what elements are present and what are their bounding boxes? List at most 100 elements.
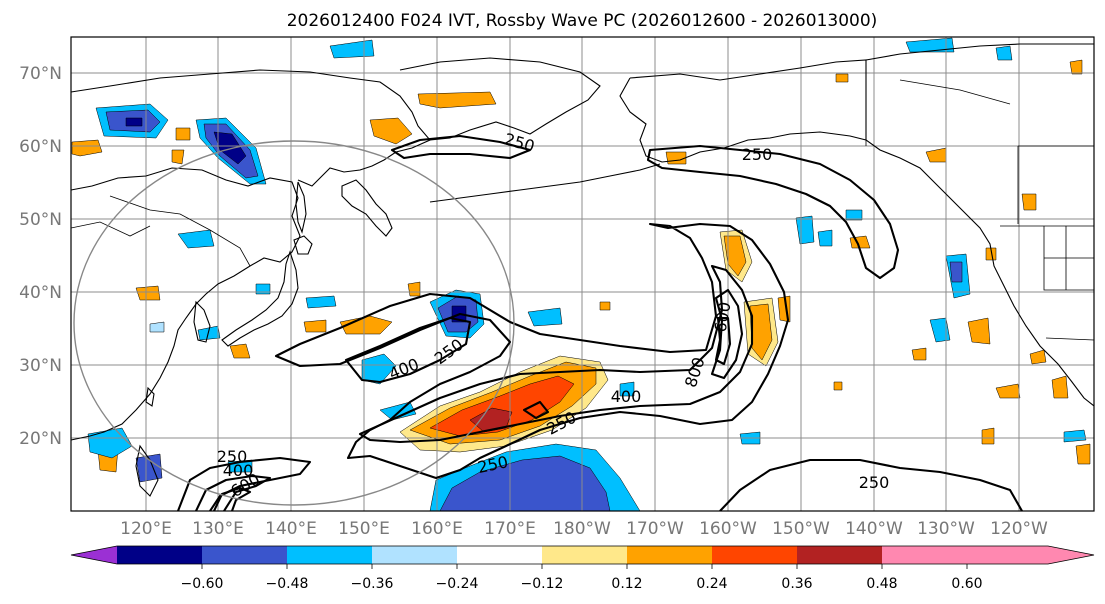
- colorbar-outline: [70, 545, 1095, 565]
- anomaly-patch: [125, 117, 143, 127]
- longitude-label: 150°E: [338, 519, 390, 539]
- anomaly-patch: [817, 229, 833, 247]
- anomaly-patch: [995, 45, 1013, 61]
- contour-label: 250: [742, 145, 773, 164]
- anomaly-patch: [229, 343, 251, 359]
- anomaly-patch: [929, 317, 951, 343]
- anomaly-patch: [527, 307, 563, 327]
- contour-label: 400: [223, 461, 254, 480]
- coastline-canada-north: [865, 43, 1094, 61]
- colorbar-tick-label: −0.36: [351, 576, 394, 592]
- anomaly-patch: [361, 353, 397, 385]
- longitude-label: 180°W: [553, 519, 611, 539]
- anomaly-patch: [303, 319, 327, 333]
- coastline-taiwan: [145, 386, 155, 407]
- contour-label: 250: [859, 473, 890, 492]
- longitude-label: 140°W: [845, 519, 903, 539]
- longitude-label: 130°E: [192, 519, 244, 539]
- anomaly-patch: [833, 381, 843, 391]
- china-border: [109, 195, 251, 267]
- colorbar-segment: [372, 546, 457, 564]
- coastline-kamchatka: [341, 179, 393, 237]
- political-borders: [71, 60, 1094, 341]
- canada-province-border: [899, 79, 1094, 224]
- longitude-label: 170°W: [626, 519, 684, 539]
- latitude-label: 30°N: [19, 356, 62, 376]
- colorbar-segment: [202, 546, 287, 564]
- china-mongolia-border: [71, 221, 151, 237]
- colorbar-tick-label: −0.24: [436, 576, 479, 592]
- colorbar-tick-label: −0.48: [266, 576, 309, 592]
- anomaly-patch: [71, 139, 103, 157]
- longitude-labels: 120°E 130°E 140°E 150°E 160°E 170°E 180°…: [120, 519, 1048, 539]
- colorbar-tick-label: 0.36: [781, 576, 812, 592]
- us-state-borders: [1043, 226, 1094, 291]
- anomaly-patch: [149, 321, 165, 333]
- anomaly-patch: [1069, 59, 1083, 75]
- coastline-korea: [193, 300, 211, 343]
- colorbar-segment: [457, 546, 542, 564]
- anomaly-patch: [835, 73, 849, 83]
- anomaly-patch: [1063, 429, 1087, 443]
- colorbar-tick-label: −0.12: [521, 576, 564, 592]
- anomaly-patch: [1051, 375, 1069, 399]
- us-mexico-border: [1045, 337, 1094, 341]
- ivt-contour-600: [710, 288, 744, 380]
- anomaly-patch: [985, 247, 997, 261]
- colorbar-tick-label: 0.48: [866, 576, 897, 592]
- longitude-label: 120°W: [990, 519, 1048, 539]
- coastline-sakhalin: [295, 181, 307, 234]
- ivt-contour-250-southeast: [719, 458, 1023, 511]
- anomaly-patch: [197, 325, 221, 341]
- ivt-contour-400-north-pacific: [344, 316, 472, 384]
- colorbar: −0.60 −0.48 −0.36 −0.24 −0.12 0.12 0.24 …: [70, 545, 1095, 592]
- anomaly-patch: [407, 281, 421, 297]
- anomaly-patch: [329, 39, 375, 59]
- longitude-label: 160°E: [411, 519, 463, 539]
- anomaly-patch: [135, 285, 161, 301]
- anomaly-patch: [305, 295, 337, 309]
- region-highlight-circle: [73, 140, 515, 506]
- latitude-label: 50°N: [19, 210, 62, 230]
- ivt-contour-250-gulf-alaska: [646, 144, 900, 280]
- colorbar-segment: [287, 546, 372, 564]
- colorbar-segment: [882, 546, 1094, 564]
- longitude-label: 130°W: [917, 519, 975, 539]
- coastline-chukotka: [399, 57, 601, 141]
- coastline-japan: [221, 250, 299, 347]
- anomaly-patch: [379, 401, 417, 421]
- anomaly-patch: [177, 229, 215, 249]
- anomaly-patch: [949, 261, 963, 283]
- colorbar-segment: [797, 546, 882, 564]
- anomaly-patch: [905, 37, 955, 53]
- anomaly-patch: [171, 149, 185, 165]
- anomaly-patch: [1075, 443, 1091, 465]
- colorbar-tick-label: 0.24: [696, 576, 727, 592]
- anomaly-patch: [665, 151, 687, 165]
- ivt-contour-400-southwest: [195, 474, 272, 511]
- longitude-label: 140°E: [265, 519, 317, 539]
- ivt-contour-small-loop: [522, 400, 550, 420]
- anomaly-patch: [967, 317, 991, 345]
- map-title: 2026012400 F024 IVT, Rossby Wave PC (202…: [287, 11, 878, 31]
- longitude-label: 160°W: [699, 519, 757, 539]
- colorbar-segment: [71, 546, 117, 564]
- anomaly-patch: [911, 347, 927, 361]
- ivt-contour-250-north-pacific: [274, 222, 790, 480]
- anomaly-patch: [981, 427, 995, 445]
- coastline-siberia: [71, 69, 431, 187]
- latitude-labels: 70°N 60°N 50°N 40°N 30°N 20°N: [19, 64, 62, 449]
- coastline-hokkaido: [293, 235, 313, 255]
- latitude-label: 70°N: [19, 64, 62, 84]
- colorbar-tick-label: 0.60: [951, 576, 982, 592]
- ivt-contour-400-jet: [358, 264, 754, 444]
- anomaly-patch: [723, 235, 747, 277]
- latitude-label: 40°N: [19, 283, 62, 303]
- anomaly-patch: [995, 383, 1021, 399]
- colorbar-ticks: [201, 564, 968, 569]
- ivt-contour-250-bering: [390, 134, 532, 160]
- anomaly-patch: [213, 131, 247, 165]
- anomaly-patch: [369, 117, 413, 145]
- map-frame: [70, 36, 1095, 512]
